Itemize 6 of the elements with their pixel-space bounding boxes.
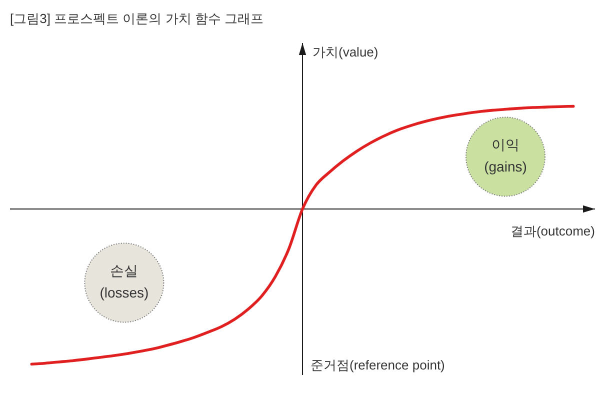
annotation: 준거점(reference point) xyxy=(310,358,445,373)
chart-title: [그림3] 프로스펙트 이론의 가치 함수 그래프 xyxy=(10,11,264,26)
annotation: 손실 (losses) xyxy=(100,262,149,301)
y-axis-title: 가치(value) xyxy=(312,44,378,60)
x-axis-title: 결과(outcome) xyxy=(510,224,595,238)
annotation: 이익 (gains) xyxy=(484,136,527,175)
